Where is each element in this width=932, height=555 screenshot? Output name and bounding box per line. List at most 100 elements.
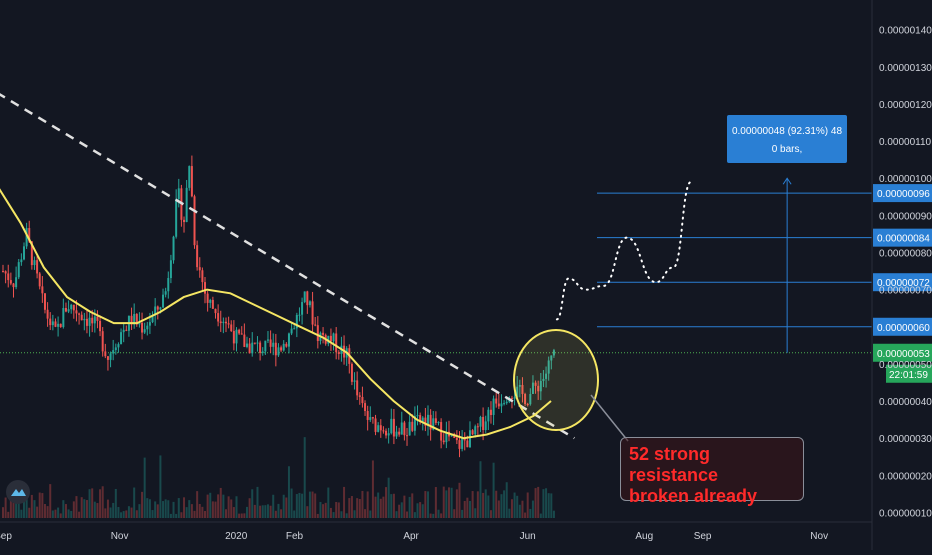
volume-bar [196, 491, 199, 518]
volume-bar [316, 513, 319, 518]
volume-bar [88, 489, 91, 518]
volume-bar [75, 496, 78, 518]
volume-bar [62, 500, 65, 518]
volume-bar [224, 509, 227, 518]
candle-body [529, 393, 532, 405]
candle-body [230, 324, 233, 331]
candle-body [427, 414, 430, 426]
volume-bar [416, 503, 419, 518]
candle-body [261, 351, 264, 353]
candle-body [101, 331, 104, 352]
candle-body [164, 291, 167, 295]
volume-bar [282, 494, 285, 518]
volume-bar [539, 513, 542, 518]
candle-body [222, 321, 225, 324]
candle-body [537, 385, 540, 392]
candle-body [547, 360, 550, 374]
volume-bar [125, 510, 128, 518]
volume-bar [345, 513, 348, 518]
candle-body [497, 403, 500, 407]
volume-bar [22, 488, 25, 518]
volume-bar [314, 493, 317, 518]
candle-body [437, 422, 440, 424]
annotation-line-1: 52 strong resistance [629, 444, 719, 485]
volume-bar [148, 499, 151, 518]
candle-body [266, 339, 269, 341]
volume-bar [204, 511, 207, 518]
volume-bar [387, 477, 390, 518]
volume-bar [421, 504, 424, 518]
candle-body [432, 418, 435, 430]
volume-bar [64, 504, 67, 518]
volume-bar [343, 486, 346, 518]
candle-body [38, 273, 41, 287]
price-tick-label: 0.00000080 [879, 249, 932, 260]
tradingview-logo-icon[interactable] [6, 480, 30, 504]
candle-body [282, 343, 285, 351]
volume-bar [122, 511, 125, 518]
candle-body [20, 259, 23, 263]
candle-body [361, 396, 364, 404]
price-tick-label: 0.00000090 [879, 211, 932, 222]
volume-bar [471, 491, 474, 518]
level-badge [873, 228, 932, 247]
volume-bar [57, 507, 60, 518]
volume-bar [371, 460, 374, 518]
time-tick-label: Nov [111, 531, 129, 542]
volume-bar [175, 513, 178, 518]
volume-bar [348, 498, 351, 518]
volume-bar [518, 504, 521, 518]
volume-bar [109, 507, 112, 518]
candle-body [466, 440, 469, 448]
volume-bar [301, 493, 304, 518]
candle-body [524, 393, 527, 405]
volume-bar [466, 497, 469, 518]
annotation-line-2: broken already [629, 486, 758, 506]
volume-bar [319, 501, 322, 518]
time-tick-label: Nov [810, 531, 828, 542]
volume-bar [9, 498, 12, 518]
candle-body [227, 323, 230, 325]
volume-bar [495, 490, 498, 518]
candle-body [96, 316, 99, 321]
volume-bar [329, 507, 332, 518]
volume-bar [211, 501, 214, 518]
volume-bar [526, 492, 529, 518]
candle-body [398, 431, 401, 435]
time-tick-label: 2020 [225, 531, 248, 542]
candle-body [141, 322, 144, 333]
volume-bar [513, 492, 516, 518]
volume-bar [38, 492, 41, 518]
volume-bar [524, 512, 527, 518]
volume-bar [183, 497, 186, 518]
candle-body [545, 373, 548, 379]
candle-body [177, 188, 180, 200]
breakout-highlight-circle [513, 329, 599, 431]
volume-bar [474, 508, 477, 518]
candle-body [183, 219, 186, 223]
candle-body [356, 380, 359, 396]
candle-body [503, 403, 506, 405]
volume-bar [243, 513, 246, 518]
candle-body [521, 384, 524, 394]
candle-body [311, 301, 314, 325]
volume-bar [552, 510, 555, 518]
candle-body [93, 316, 96, 324]
volume-bar [33, 500, 36, 518]
volume-bar [364, 509, 367, 518]
volume-bar [487, 495, 490, 518]
volume-bar [80, 497, 83, 518]
candle-body [306, 291, 309, 306]
candle-body [245, 343, 248, 347]
volume-bar [429, 513, 432, 518]
level-label: 0.00000060 [877, 323, 930, 334]
candle-body [17, 262, 20, 278]
volume-bar [7, 511, 10, 518]
candle-body [269, 339, 272, 347]
candle-body [358, 395, 361, 397]
volume-bar [550, 493, 553, 518]
candle-body [308, 301, 311, 306]
volume-bar [193, 510, 196, 518]
volume-bar [497, 500, 500, 518]
